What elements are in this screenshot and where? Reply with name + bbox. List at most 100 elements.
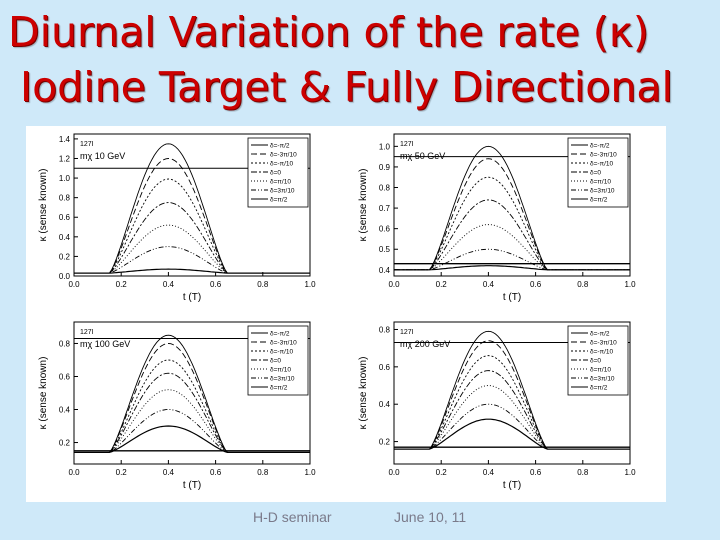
y-tick-label: 0.2 (59, 252, 71, 261)
legend-label-1: δ=-π/2 (270, 143, 290, 150)
x-axis-label: t (T) (183, 292, 201, 303)
x-tick-label: 0.0 (68, 280, 80, 289)
x-tick-label: 0.6 (530, 468, 542, 477)
x-tick-label: 0.4 (483, 280, 495, 289)
y-tick-label: 0.7 (379, 204, 391, 213)
x-tick-label: 0.0 (388, 280, 400, 289)
chart-10gev: 0.0 0.2 0.4 0.6 0.8 1.0 0.0 0.2 0.4 0.6 0.8 1.0 1.2 1… (38, 133, 316, 303)
series-line-2 (74, 343, 310, 453)
plot-frame (393, 321, 631, 465)
x-tick-label: 0.8 (577, 468, 589, 477)
y-tick-label: 0.2 (379, 438, 391, 447)
x-tick-label: 0.6 (530, 280, 542, 289)
legend-label-4: δ=0 (590, 170, 601, 177)
x-axis-label: t (T) (503, 480, 521, 491)
figure-panel: 0.0 0.2 0.4 0.6 0.8 1.0 0.0 0.2 0.4 0.6 0.8 1.0 1.2 1… (26, 126, 666, 502)
x-tick-label: 0.4 (163, 280, 175, 289)
series-line-5 (74, 389, 310, 453)
y-tick-label: 1.2 (59, 154, 71, 163)
chart-100gev: 0.0 0.2 0.4 0.6 0.8 1.0 0.2 0.4 0.6 0.8 t (T) κ (se… (38, 321, 316, 491)
x-tick-label: 0.2 (116, 280, 128, 289)
legend-label-6: δ=3π/10 (270, 188, 295, 195)
y-tick-label: 0.8 (379, 325, 391, 334)
legend-label-7: δ=π/2 (590, 385, 608, 392)
legend-label-5: δ=π/10 (270, 367, 291, 374)
x-tick-label: 0.8 (257, 280, 269, 289)
x-tick-label: 0.2 (436, 280, 448, 289)
series-line-5 (394, 385, 630, 450)
series-line-5 (394, 224, 630, 271)
y-axis-label: κ (sense known) (358, 169, 369, 242)
y-tick-label: 0.6 (59, 372, 71, 381)
series-line-5 (74, 224, 310, 274)
mass-label: mχ 200 GeV (400, 339, 450, 349)
y-axis-label: κ (sense known) (38, 357, 49, 430)
plot-frame (73, 321, 311, 465)
target-label: 127I (400, 141, 414, 148)
series-line-3 (74, 178, 310, 274)
legend-label-1: δ=-π/2 (270, 331, 290, 338)
legend-label-3: δ=-π/10 (590, 161, 613, 168)
y-tick-label: 1.4 (59, 135, 71, 144)
x-tick-label: 1.0 (624, 468, 636, 477)
x-tick-label: 0.2 (116, 468, 128, 477)
chart-200gev: 0.0 0.2 0.4 0.6 0.8 1.0 0.2 0.4 0.6 0.8 t (T) κ (se… (358, 321, 636, 491)
mass-label: mχ 10 GeV (80, 151, 125, 161)
slide-title-line2: Iodine Target & Fully Directional (20, 63, 673, 111)
y-tick-label: 1.0 (379, 142, 391, 151)
series-line-4 (394, 199, 630, 271)
y-tick-label: 0.8 (379, 184, 391, 193)
y-tick-label: 0.8 (59, 194, 71, 203)
target-label: 127I (400, 329, 414, 336)
x-axis-label: t (T) (183, 480, 201, 491)
y-axis-label: κ (sense known) (38, 169, 49, 242)
y-tick-label: 0.6 (59, 213, 71, 222)
series-line-2 (394, 340, 630, 450)
x-tick-label: 0.6 (210, 468, 222, 477)
legend-label-1: δ=-π/2 (590, 331, 610, 338)
mass-label: mχ 100 GeV (80, 339, 130, 349)
footer-date: June 10, 11 (394, 509, 467, 525)
x-tick-label: 0.4 (163, 468, 175, 477)
chart-50gev: 0.0 0.2 0.4 0.6 0.8 1.0 0.4 0.5 0.6 0.7 0.8 0.9 1.0 t… (358, 133, 636, 303)
y-axis-label: κ (sense known) (358, 357, 369, 430)
legend-label-6: δ=3π/10 (590, 188, 615, 195)
x-tick-label: 1.0 (624, 280, 636, 289)
legend-label-7: δ=π/2 (270, 197, 288, 204)
x-tick-label: 0.0 (388, 468, 400, 477)
legend-box (247, 137, 309, 208)
series-line-7 (394, 265, 630, 271)
legend-label-2: δ=-3π/10 (590, 152, 617, 159)
legend-label-7: δ=π/2 (270, 385, 288, 392)
y-tick-label: 0.5 (379, 245, 391, 254)
x-tick-label: 0.6 (210, 280, 222, 289)
y-tick-label: 0.9 (379, 163, 391, 172)
x-tick-label: 0.2 (436, 468, 448, 477)
x-tick-label: 0.8 (577, 280, 589, 289)
y-tick-label: 1.0 (59, 174, 71, 183)
target-label: 127I (80, 141, 94, 148)
plot-frame (393, 133, 631, 277)
legend-label-3: δ=-π/10 (590, 349, 613, 356)
y-tick-label: 0.4 (59, 406, 71, 415)
x-tick-label: 0.0 (68, 468, 80, 477)
legend-label-3: δ=-π/10 (270, 349, 293, 356)
y-tick-label: 0.6 (379, 225, 391, 234)
legend-label-5: δ=π/10 (270, 179, 291, 186)
legend-label-7: δ=π/2 (590, 197, 608, 204)
mass-label: mχ 50 GeV (400, 151, 445, 161)
legend-label-3: δ=-π/10 (270, 161, 293, 168)
series-line-6 (394, 248, 630, 271)
legend-box (567, 137, 629, 208)
y-tick-label: 0.2 (59, 439, 71, 448)
legend-label-4: δ=0 (270, 170, 281, 177)
legend-label-2: δ=-3π/10 (270, 152, 297, 159)
x-tick-label: 1.0 (304, 468, 316, 477)
series-line-6 (74, 409, 310, 453)
series-line-4 (74, 202, 310, 274)
series-line-7 (74, 268, 310, 274)
legend-label-4: δ=0 (590, 358, 601, 365)
legend-label-6: δ=3π/10 (270, 376, 295, 383)
footer-seminar: H-D seminar (253, 509, 332, 525)
series-line-7 (74, 425, 310, 453)
